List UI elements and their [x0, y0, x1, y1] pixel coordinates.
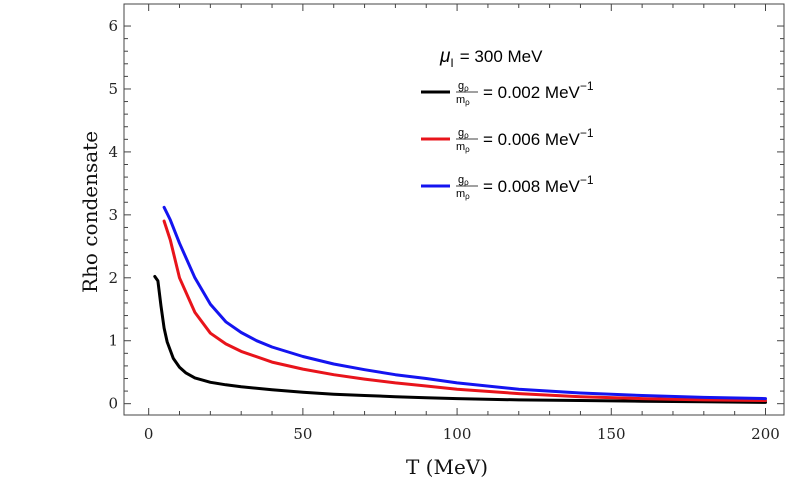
legend-frac-numerator: gρ: [458, 80, 469, 93]
plot-frame: [123, 3, 785, 416]
y-axis-label: Rho condensate: [78, 131, 102, 293]
legend-header-value: = 300 MeV: [460, 47, 543, 66]
y-tick-label: 4: [108, 143, 118, 161]
series-line-2: [162, 219, 767, 402]
legend-frac-denominator: mρ: [456, 188, 470, 201]
series-line-1: [153, 275, 767, 404]
y-tick-label: 3: [108, 206, 118, 224]
y-tick-label: 0: [108, 395, 118, 413]
legend-frac-denominator: mρ: [456, 94, 470, 107]
y-tick-label: 2: [108, 269, 118, 287]
x-tick-labels: 0 50 100 150 200: [144, 425, 780, 443]
x-tick-label: 50: [293, 425, 312, 443]
legend-header-symbol: μ: [439, 46, 451, 67]
x-tick-label: 200: [751, 425, 780, 443]
legend-value: = 0.002 MeV−1: [483, 79, 594, 102]
y-tick-label: 1: [108, 332, 118, 350]
y-tick-label: 6: [108, 17, 118, 35]
ticks: [124, 4, 784, 415]
legend-frac-denominator: mρ: [456, 141, 470, 154]
legend-header: μI = 300 MeV: [439, 46, 543, 70]
series-line-3: [162, 205, 767, 401]
y-tick-labels: 0 1 2 3 4 5 6: [108, 17, 118, 413]
legend-frac-numerator: gρ: [458, 127, 469, 140]
legend-frac-numerator: gρ: [458, 174, 469, 187]
x-tick-label: 100: [443, 425, 472, 443]
x-tick-label: 150: [597, 425, 626, 443]
legend-value: = 0.008 MeV−1: [483, 173, 594, 196]
y-tick-label: 5: [108, 80, 118, 98]
series-lines: [153, 205, 767, 404]
legend-value: = 0.006 MeV−1: [483, 126, 594, 149]
x-tick-label: 0: [144, 425, 154, 443]
x-axis-label: T (MeV): [406, 455, 488, 479]
legend-header-sub: I: [450, 56, 453, 70]
